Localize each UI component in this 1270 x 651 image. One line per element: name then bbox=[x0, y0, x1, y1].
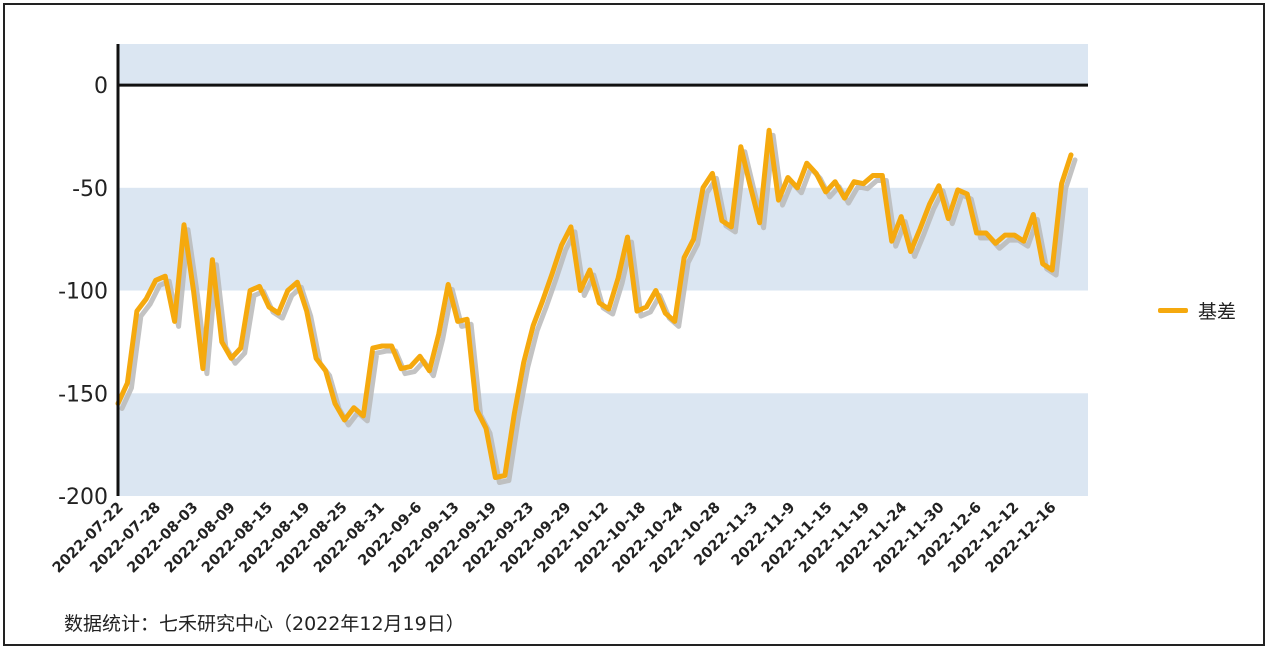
legend-label-basis: 基差 bbox=[1198, 301, 1237, 323]
y-tick-label: -200 bbox=[58, 485, 108, 510]
series-line-basis bbox=[115, 127, 1074, 480]
x-axis-tick-labels: 2022-07-222022-07-282022-08-032022-08-09… bbox=[50, 500, 1060, 577]
band-1 bbox=[118, 187, 1088, 291]
y-tick-label: 0 bbox=[94, 74, 108, 99]
axes bbox=[116, 44, 1088, 496]
y-tick-label: -100 bbox=[58, 280, 108, 305]
band-2 bbox=[118, 393, 1088, 496]
y-tick-label: -50 bbox=[72, 177, 108, 202]
legend: 基差 bbox=[1158, 297, 1236, 324]
y-axis-ticks: 0 -50 -100 -150 -200 bbox=[58, 74, 108, 510]
series-lines bbox=[115, 127, 1078, 485]
y-tick-label: -150 bbox=[58, 382, 108, 407]
legend-swatch bbox=[1158, 308, 1188, 313]
source-footnote: 数据统计：七禾研究中心（2022年12月19日） bbox=[64, 613, 465, 635]
background-bands bbox=[118, 44, 1088, 496]
band-0 bbox=[118, 44, 1088, 86]
